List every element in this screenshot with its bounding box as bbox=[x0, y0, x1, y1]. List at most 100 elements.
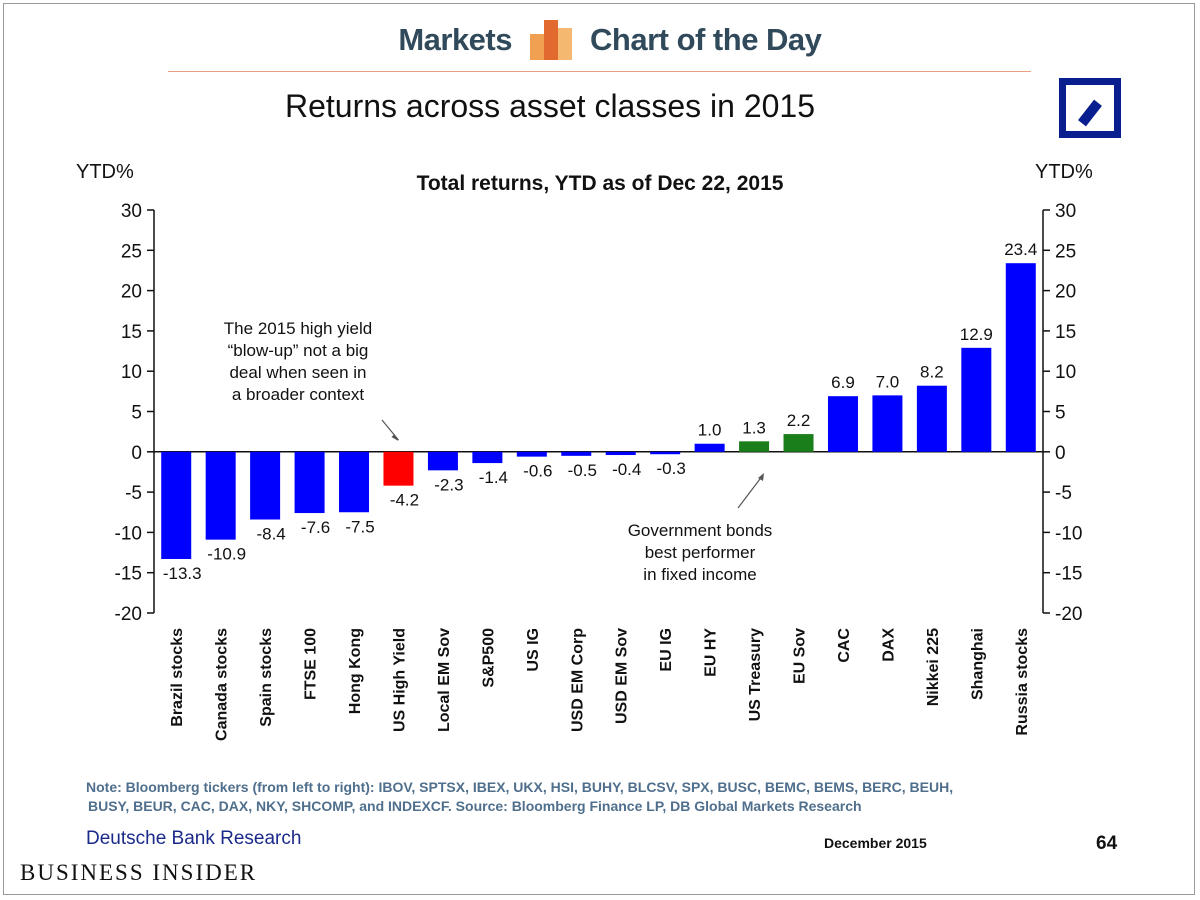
category-label: Spain stocks bbox=[258, 628, 275, 727]
bar-value-label: 1.0 bbox=[698, 421, 722, 440]
footer-date: December 2015 bbox=[824, 835, 927, 851]
y-tick-label-left: -10 bbox=[115, 523, 142, 544]
bar-15 bbox=[827, 396, 858, 452]
business-insider-logo: BUSINESS INSIDER bbox=[20, 860, 258, 885]
note-text: Note: Bloomberg tickers (from left to ri… bbox=[86, 778, 1126, 816]
category-label: EU Sov bbox=[792, 628, 809, 684]
bar-value-label: -7.6 bbox=[301, 518, 330, 537]
note-line-1: Note: Bloomberg tickers (from left to ri… bbox=[86, 779, 954, 795]
y-tick-label-right: 25 bbox=[1055, 241, 1076, 262]
bar-value-label: 1.3 bbox=[742, 418, 766, 437]
annotation-arrowhead-gov-bonds bbox=[758, 473, 764, 481]
annotation-gov-bonds-line: Government bonds bbox=[628, 521, 773, 540]
bar-18 bbox=[961, 347, 992, 452]
bar-value-label: -0.5 bbox=[568, 461, 597, 480]
category-label: CAC bbox=[836, 628, 853, 663]
footer-page-number: 64 bbox=[1096, 833, 1118, 854]
bar-6 bbox=[427, 451, 458, 471]
chart-logo-icon bbox=[530, 20, 572, 60]
bar-value-label: -8.4 bbox=[256, 525, 285, 544]
bar-value-label: -0.4 bbox=[612, 460, 641, 479]
bar-value-label: -2.3 bbox=[434, 475, 463, 494]
y-tick-label-left: -5 bbox=[125, 483, 142, 504]
category-label: Nikkei 225 bbox=[925, 628, 942, 706]
bar-8 bbox=[516, 451, 547, 457]
y-tick-label-right: -15 bbox=[1055, 564, 1082, 585]
category-label: Canada stocks bbox=[214, 628, 231, 741]
y-tick-label-left: 5 bbox=[131, 403, 142, 424]
category-label: US IG bbox=[525, 628, 542, 672]
header-divider bbox=[168, 71, 1031, 72]
y-tick-label-right: 10 bbox=[1055, 362, 1076, 383]
y-tick-label-left: 25 bbox=[121, 241, 142, 262]
y-tick-label-left: 30 bbox=[121, 201, 142, 222]
slide-frame bbox=[3, 3, 1195, 895]
category-label: DAX bbox=[880, 628, 897, 662]
category-label: USD EM Corp bbox=[569, 628, 586, 732]
bar-17 bbox=[916, 385, 947, 452]
header-markets: Markets bbox=[398, 22, 512, 57]
category-label: S&P500 bbox=[480, 628, 497, 688]
bar-19 bbox=[1005, 263, 1036, 452]
bar-value-label: 6.9 bbox=[831, 373, 855, 392]
bar-16 bbox=[872, 395, 903, 452]
bar-value-label: 12.9 bbox=[960, 325, 993, 344]
header-chart-of-the-day: Chart of the Day bbox=[590, 22, 822, 57]
annotation-arrowhead-high-yield bbox=[391, 434, 399, 441]
category-label: FTSE 100 bbox=[303, 628, 320, 700]
deutsche-bank-logo-icon bbox=[1059, 78, 1121, 138]
annotation-high-yield-line: a broader context bbox=[232, 385, 365, 404]
annotation-gov-bonds-line: best performer bbox=[645, 543, 756, 562]
bar-value-label: 2.2 bbox=[787, 411, 811, 430]
category-label: Russia stocks bbox=[1014, 628, 1031, 736]
footer-source: Deutsche Bank Research bbox=[86, 828, 302, 849]
annotation-high-yield-line: deal when seen in bbox=[229, 363, 366, 382]
bar-value-label: 7.0 bbox=[876, 372, 900, 391]
y-tick-label-right: 0 bbox=[1055, 443, 1066, 464]
bar-value-label: -10.9 bbox=[207, 545, 246, 564]
annotation-gov-bonds-line: in fixed income bbox=[643, 565, 756, 584]
y-tick-label-right: -10 bbox=[1055, 523, 1082, 544]
category-label: EU IG bbox=[658, 628, 675, 672]
bar-value-label: -4.2 bbox=[390, 491, 419, 510]
y-tick-label-left: 15 bbox=[121, 322, 142, 343]
y-tick-label-left: 10 bbox=[121, 362, 142, 383]
y-tick-label-right: 20 bbox=[1055, 282, 1076, 303]
bar-3 bbox=[294, 451, 325, 514]
bar-13 bbox=[739, 441, 770, 452]
y-tick-label-left: -20 bbox=[115, 604, 142, 625]
category-label: Brazil stocks bbox=[169, 628, 186, 727]
category-label: US High Yield bbox=[391, 628, 408, 732]
category-label: Local EM Sov bbox=[436, 628, 453, 732]
bar-11 bbox=[650, 451, 681, 455]
category-label: USD EM Sov bbox=[614, 628, 631, 724]
bar-value-label: -0.6 bbox=[523, 462, 552, 481]
bar-value-label: -0.3 bbox=[657, 459, 686, 478]
bar-7 bbox=[472, 451, 503, 464]
category-label: Hong Kong bbox=[347, 628, 364, 714]
bar-10 bbox=[605, 451, 636, 456]
bar-9 bbox=[561, 451, 592, 456]
category-label: US Treasury bbox=[747, 628, 764, 721]
y-axis-label-right: YTD% bbox=[1035, 161, 1093, 183]
chart-title: Total returns, YTD as of Dec 22, 2015 bbox=[416, 172, 784, 195]
bar-value-label: 8.2 bbox=[920, 363, 944, 382]
note-line-2: BUSY, BEUR, CAC, DAX, NKY, SHCOMP, and I… bbox=[88, 798, 862, 814]
y-tick-label-right: 5 bbox=[1055, 403, 1066, 424]
slide-title: Returns across asset classes in 2015 bbox=[284, 88, 816, 124]
y-tick-label-right: 30 bbox=[1055, 201, 1076, 222]
y-tick-label-right: 15 bbox=[1055, 322, 1076, 343]
y-tick-label-right: -5 bbox=[1055, 483, 1072, 504]
bar-value-label: -13.3 bbox=[163, 564, 202, 583]
bar-4 bbox=[339, 451, 370, 513]
bar-1 bbox=[205, 451, 236, 540]
category-label: Shanghai bbox=[969, 628, 986, 700]
bar-14 bbox=[783, 434, 814, 452]
bar-2 bbox=[250, 451, 281, 520]
bar-value-label: -7.5 bbox=[345, 517, 374, 536]
bar-5 bbox=[383, 451, 414, 486]
bar-12 bbox=[694, 443, 725, 452]
y-axis-label-left: YTD% bbox=[76, 161, 134, 183]
annotation-high-yield-line: The 2015 high yield bbox=[224, 319, 372, 338]
y-tick-label-left: 0 bbox=[131, 443, 142, 464]
